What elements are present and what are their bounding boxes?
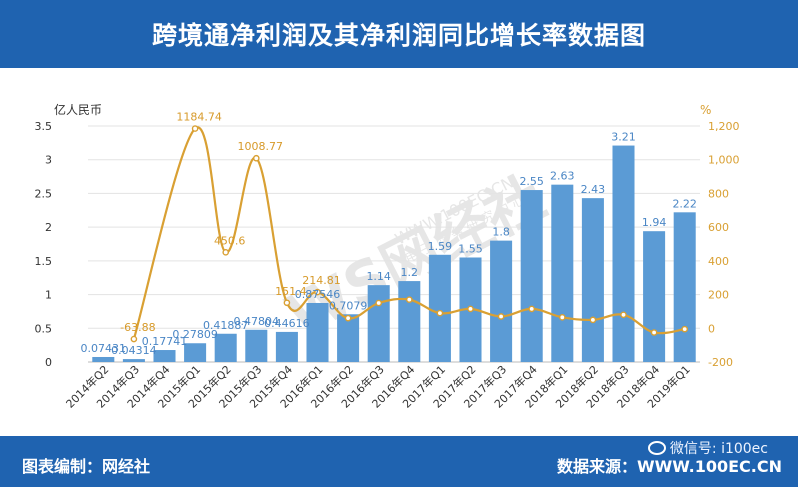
bar [643, 231, 666, 362]
bar-value-label: 1.59 [428, 240, 453, 253]
line-value-label: 1008.77 [238, 140, 284, 153]
right-tick-label: 200 [708, 289, 729, 302]
left-tick-label: 0 [45, 356, 52, 369]
bar [673, 212, 696, 362]
line-value-label: 214.81 [302, 274, 341, 287]
left-axis-unit: 亿人民币 [54, 102, 102, 117]
wechat-id: 微信号: i100ec [647, 438, 768, 458]
bar [612, 145, 635, 362]
left-tick-label: 2 [45, 221, 52, 234]
bar-value-label: 0.7079 [329, 299, 368, 312]
bar [581, 198, 604, 362]
bar-series [92, 145, 696, 362]
footer-credit: 图表编制：网经社 [22, 457, 151, 476]
bar-value-label: 1.2 [401, 266, 419, 279]
line-point [467, 305, 474, 313]
bar [92, 356, 115, 362]
bar [153, 350, 176, 362]
line-point [252, 154, 260, 162]
line-point [681, 325, 689, 333]
left-tick-label: 1 [45, 289, 52, 302]
left-tick-label: 3.5 [35, 120, 53, 133]
x-axis-ticks: 2014年Q22014年Q32014年Q42015年Q12015年Q22015年… [63, 362, 693, 411]
page-title: 跨境通净利润及其净利润同比增长率数据图 [151, 21, 646, 50]
bar [520, 190, 543, 362]
bar [337, 314, 360, 362]
bar-value-label: 2.63 [550, 170, 575, 183]
right-tick-label: 0 [708, 322, 715, 335]
footer-source: 数据来源：WWW.100EC.CN [556, 457, 782, 476]
bar [214, 333, 237, 362]
left-tick-label: 0.5 [35, 322, 53, 335]
bar [245, 329, 268, 362]
wechat-label: 微信号: i100ec [669, 441, 768, 457]
line-value-label: 151.4 [275, 285, 307, 298]
bar-value-label: 0.17741 [142, 335, 188, 348]
bar-value-label: 0.04314 [111, 344, 157, 357]
bar-value-label: 1.14 [366, 270, 391, 283]
bar-value-label: 2.43 [581, 183, 606, 196]
header-bar: 跨境通净利润及其净利润同比增长率数据图 [0, 0, 798, 68]
line-point [528, 305, 536, 313]
line-point [314, 288, 321, 296]
line-point [130, 335, 138, 343]
combo-chart: WS网经社 WWW.100EC.CN 电 子 商 务 研 究 中 心 亿人民币 … [35, 102, 740, 411]
bar-value-label: 2.22 [672, 197, 697, 210]
bar-value-label: 1.55 [458, 242, 483, 255]
right-tick-label: 600 [708, 221, 729, 234]
bar-value-label: 0.44616 [264, 317, 310, 330]
line-point [497, 313, 505, 320]
wechat-icon [647, 441, 666, 455]
bar-value-label: 1.94 [642, 216, 667, 229]
right-tick-label: 400 [708, 255, 729, 268]
bar-value-label: 3.21 [611, 131, 636, 144]
bar-value-label: 0.07431 [81, 342, 127, 355]
right-tick-label: 1,200 [708, 120, 740, 133]
footer-bar: 图表编制：网经社 微信号: i100ec 数据来源：WWW.100EC.CN [0, 436, 798, 487]
line-point [191, 125, 199, 132]
right-axis-ticks: -200 0 200 400 600 800 1,000 1,200 [708, 120, 740, 369]
bar [122, 359, 145, 362]
left-tick-label: 1.5 [35, 255, 53, 268]
left-axis-ticks: 0 0.5 1 1.5 2 2.5 3 3.5 [35, 120, 53, 369]
bar [306, 302, 329, 362]
bar-value-label: 0.47804 [234, 315, 280, 328]
line-value-label: 450.6 [214, 234, 246, 247]
bar-value-label: 2.55 [519, 175, 544, 188]
right-tick-label: -200 [708, 356, 733, 369]
left-tick-label: 2.5 [35, 187, 53, 200]
bar-value-label: 0.41887 [203, 319, 249, 332]
line-value-label: -63.88 [120, 321, 155, 334]
bar [184, 343, 207, 362]
bar-value-label: 0.87546 [295, 288, 341, 301]
bar-labels: 0.074310.043140.177410.278090.418870.478… [81, 131, 697, 358]
bar [367, 285, 390, 362]
line-point [559, 314, 566, 321]
line-point [436, 309, 444, 317]
bar [398, 281, 421, 362]
bar [428, 254, 451, 362]
line-point [620, 311, 627, 319]
line-series [130, 125, 689, 343]
line-point [405, 296, 413, 303]
bar [490, 240, 513, 362]
line-value-label: 1184.74 [176, 111, 222, 124]
bar-value-label: 0.27809 [172, 328, 218, 341]
line-point [375, 299, 383, 307]
line-point [650, 329, 658, 336]
bar [551, 184, 574, 362]
line-point [344, 314, 352, 322]
right-axis-unit: % [700, 103, 711, 117]
line-point [589, 316, 597, 324]
line-point [222, 249, 229, 256]
left-tick-label: 3 [45, 154, 52, 167]
right-tick-label: 1,000 [708, 154, 740, 167]
right-tick-label: 800 [708, 187, 729, 200]
line-point [283, 299, 291, 307]
bar [275, 331, 298, 362]
bar-value-label: 1.8 [492, 226, 510, 239]
